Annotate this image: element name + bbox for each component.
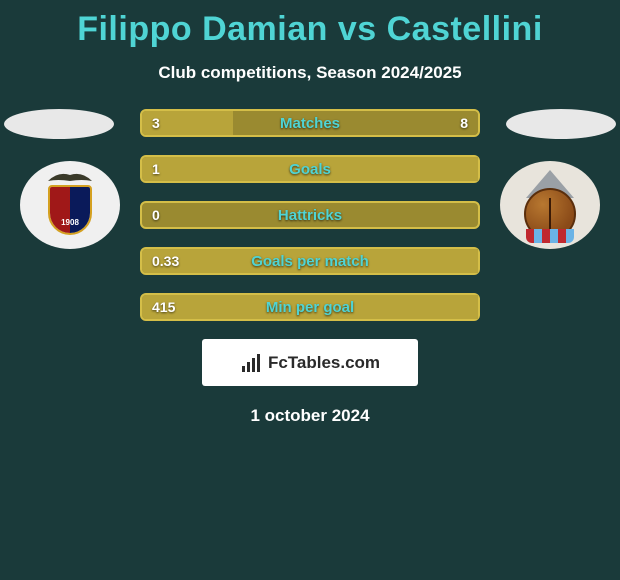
stat-bar: 1Goals (140, 155, 480, 183)
stat-label: Hattricks (142, 207, 478, 224)
casertana-crest-icon: 1908 (45, 175, 95, 235)
stat-bar: 415Min per goal (140, 293, 480, 321)
brand-text: FcTables.com (268, 353, 380, 373)
page-title: Filippo Damian vs Castellini (0, 0, 620, 49)
date-label: 1 october 2024 (0, 406, 620, 426)
brand-box[interactable]: FcTables.com (202, 339, 418, 386)
stat-label: Matches (142, 115, 478, 132)
player-photo-right (506, 109, 616, 139)
stat-bar: 38Matches (140, 109, 480, 137)
player-photo-left (4, 109, 114, 139)
subtitle: Club competitions, Season 2024/2025 (0, 63, 620, 83)
stat-bar: 0Hattricks (140, 201, 480, 229)
stat-label: Goals (142, 161, 478, 178)
bar-chart-icon (240, 354, 262, 372)
stat-bars: 38Matches 1Goals 0Hattricks 0.33Goals per m… (140, 109, 480, 321)
stat-bar: 0.33Goals per match (140, 247, 480, 275)
catania-crest-icon (518, 170, 582, 240)
comparison-area: 1908 38Matches 1Goals 0Hattricks 0.33Goals … (0, 109, 620, 426)
stat-label: Goals per match (142, 253, 478, 270)
team-badge-right (500, 161, 600, 249)
stat-label: Min per goal (142, 299, 478, 316)
team-badge-left: 1908 (20, 161, 120, 249)
